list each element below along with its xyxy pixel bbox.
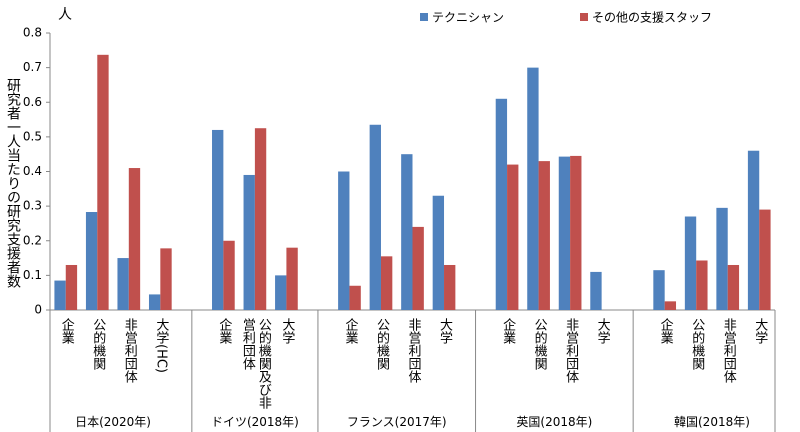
y-tick-label: 0.8 [23, 26, 42, 40]
bar [527, 67, 539, 310]
bar [759, 209, 771, 310]
y-tick-label: 0.5 [23, 129, 42, 143]
group-label: 韓国(2018年) [674, 415, 750, 429]
x-tick-label: 企業 [342, 318, 358, 344]
y-tick-label: 0.6 [23, 95, 42, 109]
y-tick-label: 0.1 [23, 268, 42, 282]
x-tick-label: 非営利団体 [720, 318, 736, 383]
bar [558, 156, 571, 310]
x-tick-label: 公的機関 [90, 318, 106, 370]
x-tick-label: 非営利団体 [121, 318, 137, 383]
y-tick-label: 0.3 [23, 199, 42, 213]
group-label: ドイツ(2018年) [210, 415, 299, 429]
x-tick-label: 公的機関 [373, 318, 389, 370]
x-tick-label: 大学 [594, 318, 610, 344]
bar [495, 98, 508, 310]
bar [380, 256, 393, 310]
bar [369, 124, 381, 310]
group-label: フランス(2017年) [346, 415, 447, 429]
bar [507, 164, 519, 310]
bar [727, 264, 740, 310]
x-tick-label: 非営利団体 [405, 318, 421, 383]
bar [160, 248, 172, 310]
legend-swatch [580, 13, 588, 21]
bar [653, 270, 665, 310]
bar [716, 207, 728, 310]
legend-label: その他の支援スタッフ [592, 11, 712, 25]
bar [117, 258, 129, 310]
bar [349, 285, 361, 310]
bar [54, 280, 66, 310]
bar [747, 150, 760, 310]
bar [664, 301, 677, 310]
bar [212, 129, 224, 310]
legend-label: テクニシャン [432, 11, 504, 25]
x-tick-label: 非営利団体 [563, 318, 579, 383]
group-label: 日本(2020年) [75, 415, 151, 429]
bar [254, 128, 267, 310]
bar [432, 195, 445, 310]
bar [444, 264, 456, 310]
bar [275, 275, 287, 310]
unit: 人 [58, 7, 72, 23]
bar [223, 240, 235, 310]
x-tick-label: 企業 [216, 318, 232, 344]
bar [85, 212, 98, 310]
x-tick-label: 大学 [279, 318, 295, 344]
group-label: 英国(2018年) [516, 415, 593, 429]
bar [338, 171, 350, 310]
bar [696, 260, 708, 310]
x-tick-label: 公的機関及び非営利団体 [239, 318, 271, 409]
x-tick-label: 公的機関 [531, 318, 547, 370]
bar [148, 294, 161, 310]
bar [128, 168, 141, 310]
bar [401, 154, 413, 310]
bar [412, 226, 424, 310]
x-tick-label: 企業 [58, 318, 74, 344]
x-tick-label: 大学(HC) [153, 318, 169, 373]
bar [286, 247, 298, 310]
y-axis-title: 研究者一人当たりの研究支援者数 [5, 78, 21, 288]
x-tick-label: 大学 [437, 318, 453, 344]
x-tick-label: 企業 [657, 318, 673, 344]
bar [684, 216, 697, 310]
y-tick-label: 0.4 [23, 164, 42, 178]
bar [590, 271, 602, 310]
bar [97, 54, 109, 310]
bar [243, 174, 255, 310]
y-tick-label: 0 [34, 303, 42, 317]
bar [570, 155, 582, 310]
y-tick-label: 0.7 [23, 60, 42, 74]
legend-swatch [420, 13, 428, 21]
bar [538, 161, 550, 310]
bar [65, 264, 78, 310]
x-tick-label: 公的機関 [689, 318, 705, 370]
x-tick-label: 企業 [500, 318, 516, 344]
x-tick-label: 大学 [752, 318, 768, 344]
y-tick-label: 0.2 [23, 233, 42, 247]
